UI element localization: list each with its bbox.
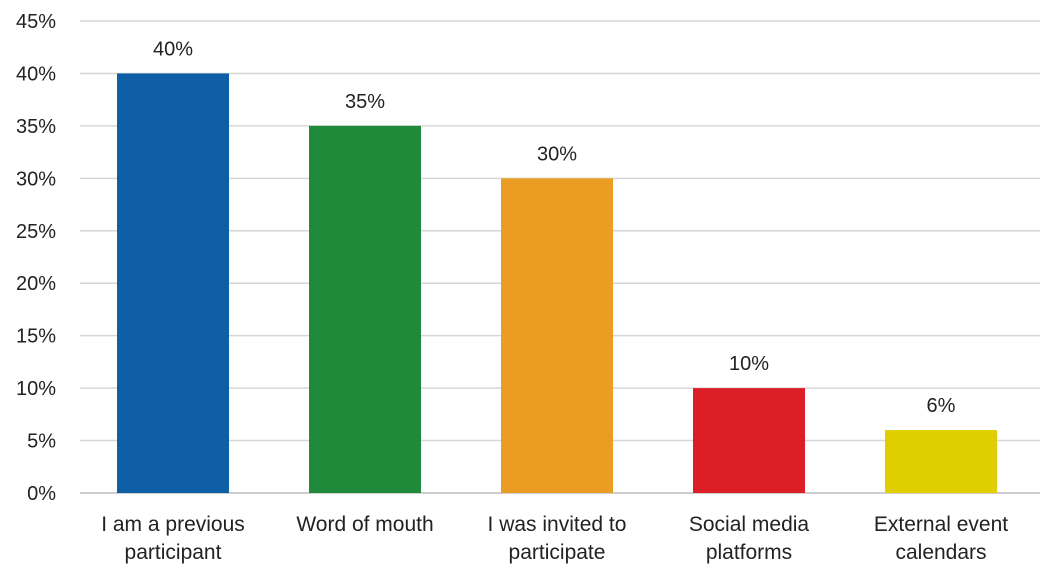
category-label: Word of mouth [296, 513, 433, 536]
y-tick-label: 25% [16, 221, 56, 243]
y-tick-label: 35% [16, 116, 56, 138]
y-axis-tick-labels: 0% 5% 10% 15% 20% 25% 30% 35% 40% 45% [16, 11, 56, 505]
y-tick-label: 0% [27, 483, 56, 505]
category-label: Social media platforms [689, 513, 810, 564]
bar [693, 388, 805, 493]
y-tick-label: 10% [16, 378, 56, 400]
data-label: 6% [927, 395, 956, 417]
x-axis-category-labels: I am a previous participant Word of mouth I… [101, 513, 1008, 564]
data-label: 35% [345, 91, 385, 113]
y-tick-label: 45% [16, 11, 56, 33]
y-tick-label: 30% [16, 168, 56, 190]
data-label: 40% [153, 38, 193, 60]
data-label: 30% [537, 143, 577, 165]
bar [309, 125, 421, 493]
bars [117, 73, 997, 494]
bar [117, 73, 229, 493]
category-label: I am a previous participant [101, 513, 245, 564]
data-label: 10% [729, 353, 769, 375]
bar [501, 178, 613, 494]
category-label: External event calendars [874, 513, 1008, 564]
y-tick-label: 40% [16, 63, 56, 85]
y-tick-label: 20% [16, 273, 56, 295]
bar [885, 430, 997, 493]
y-tick-label: 15% [16, 326, 56, 348]
category-label: I was invited to participate [488, 513, 627, 564]
data-labels: 40% 35% 30% 10% 6% [153, 38, 956, 417]
y-tick-label: 5% [27, 431, 56, 453]
